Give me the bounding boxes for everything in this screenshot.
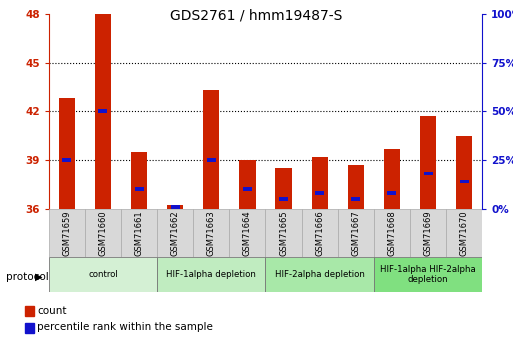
Bar [167, 206, 183, 209]
Text: HIF-1alpha depletion: HIF-1alpha depletion [166, 270, 256, 279]
Bar [243, 187, 252, 191]
Text: GDS2761 / hmm19487-S: GDS2761 / hmm19487-S [170, 9, 343, 23]
Text: HIF-1alpha HIF-2alpha
depletion: HIF-1alpha HIF-2alpha depletion [380, 265, 476, 284]
Text: control: control [88, 270, 118, 279]
Bar [420, 116, 436, 209]
Bar [95, 14, 111, 209]
Bar [424, 172, 432, 175]
Bar [62, 158, 71, 162]
Bar [207, 158, 216, 162]
Bar [134, 187, 144, 191]
Text: GSM71665: GSM71665 [279, 211, 288, 256]
Text: GSM71668: GSM71668 [387, 211, 397, 256]
Text: GSM71664: GSM71664 [243, 211, 252, 256]
Bar [121, 209, 157, 257]
Text: HIF-2alpha depletion: HIF-2alpha depletion [275, 270, 365, 279]
Text: GSM71667: GSM71667 [351, 211, 360, 256]
Bar [315, 191, 324, 195]
Bar [348, 165, 364, 209]
Bar [275, 168, 292, 209]
Bar [239, 160, 255, 209]
Bar [265, 209, 302, 257]
Text: GSM71669: GSM71669 [424, 211, 432, 256]
Bar [279, 197, 288, 201]
Bar [49, 257, 157, 292]
Bar [387, 191, 397, 195]
Text: GSM71660: GSM71660 [98, 211, 107, 256]
Text: GSM71662: GSM71662 [171, 211, 180, 256]
Bar [351, 197, 360, 201]
Bar [374, 257, 482, 292]
Bar [338, 209, 374, 257]
Bar [311, 157, 328, 209]
Text: GSM71670: GSM71670 [460, 211, 469, 256]
Bar [302, 209, 338, 257]
Bar [131, 152, 147, 209]
Bar [265, 257, 374, 292]
Bar [49, 209, 85, 257]
Bar [229, 209, 265, 257]
Text: percentile rank within the sample: percentile rank within the sample [37, 323, 213, 332]
Text: GSM71663: GSM71663 [207, 211, 216, 256]
Text: protocol: protocol [6, 272, 49, 282]
Bar [157, 209, 193, 257]
Bar [157, 257, 265, 292]
Bar [374, 209, 410, 257]
Text: GSM71666: GSM71666 [315, 211, 324, 256]
Text: GSM71661: GSM71661 [134, 211, 144, 256]
Text: count: count [37, 306, 67, 316]
Text: GSM71659: GSM71659 [62, 211, 71, 256]
Bar [384, 149, 400, 209]
Bar [446, 209, 482, 257]
Bar [193, 209, 229, 257]
Text: ▶: ▶ [34, 272, 42, 282]
Bar [410, 209, 446, 257]
Bar [171, 205, 180, 209]
Bar [98, 109, 107, 113]
Bar [58, 98, 75, 209]
Bar [460, 180, 469, 183]
Bar [456, 136, 472, 209]
Bar [85, 209, 121, 257]
Bar [203, 90, 220, 209]
